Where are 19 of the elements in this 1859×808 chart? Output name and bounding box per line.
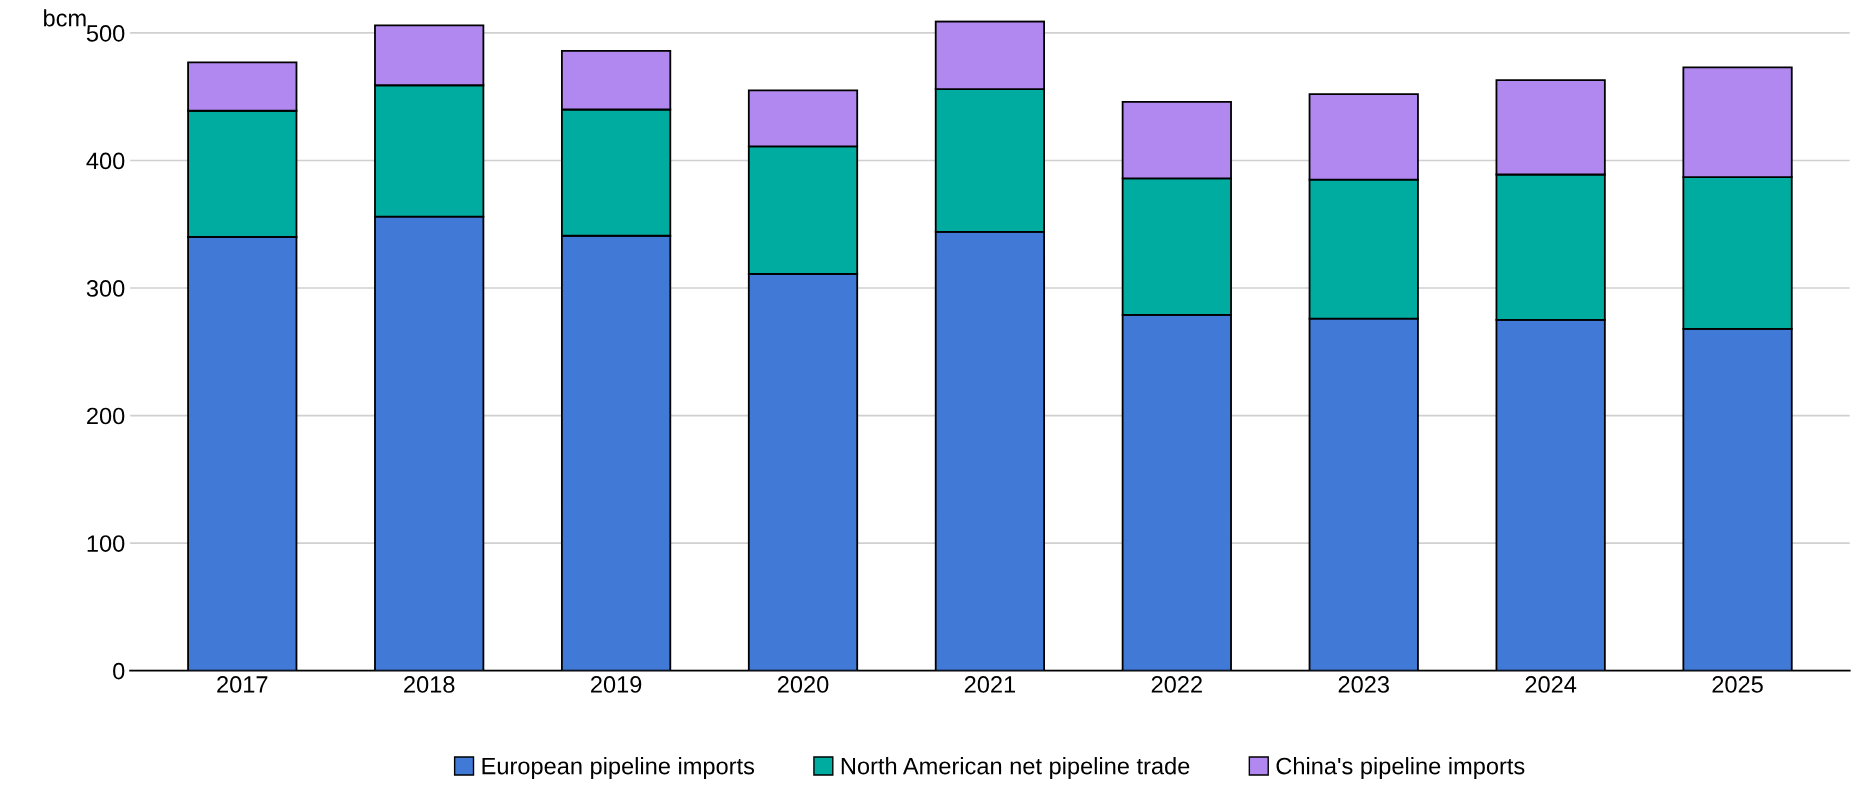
- x-tick-label: 2020: [777, 676, 829, 693]
- x-tick-label: 2017: [217, 676, 268, 693]
- y-tick-label: 300: [86, 280, 125, 297]
- y-tick-label: 100: [87, 535, 125, 552]
- x-tick-label: 2024: [1525, 676, 1577, 693]
- y-tick-label: 500: [86, 25, 125, 42]
- y-tick-label: 0: [113, 662, 125, 680]
- x-tick-label: 2022: [1151, 676, 1202, 693]
- legend-label: China's pipeline imports: [1276, 757, 1525, 780]
- x-tick-label: 2018: [404, 676, 455, 693]
- legend-label: European pipeline imports: [482, 757, 755, 780]
- y-axis-title: bcm: [44, 9, 86, 27]
- x-tick-label: 2019: [591, 676, 642, 693]
- x-tick-label: 2025: [1712, 676, 1763, 693]
- y-tick-label: 400: [86, 152, 125, 170]
- y-tick-label: 200: [87, 407, 125, 425]
- x-tick-label: 2021: [964, 676, 1016, 693]
- legend-label: North American net pipeline trade: [841, 757, 1190, 780]
- x-tick-label: 2023: [1338, 676, 1389, 693]
